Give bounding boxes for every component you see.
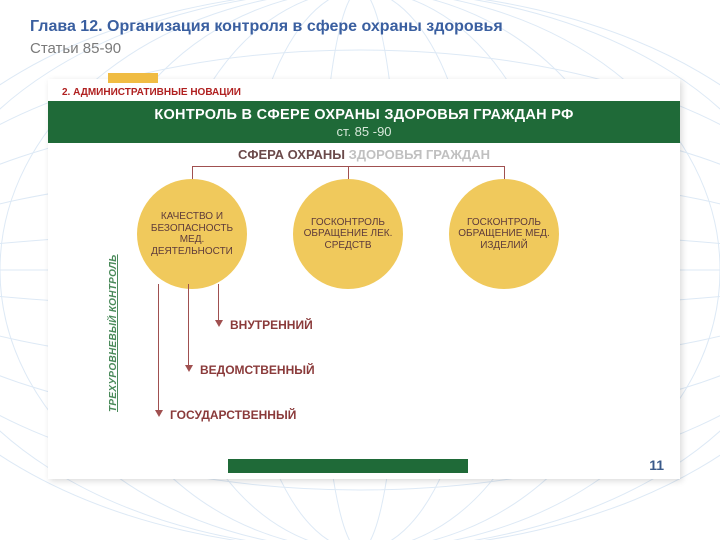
level-departmental: ВЕДОМСТВЕННЫЙ: [200, 363, 315, 377]
page-number: 11: [649, 457, 664, 473]
banner-line1: КОНТРОЛЬ В СФЕРЕ ОХРАНЫ ЗДОРОВЬЯ ГРАЖДАН…: [54, 107, 674, 123]
page-header: Глава 12. Организация контроля в сфере о…: [0, 0, 720, 65]
chapter-title: Глава 12. Организация контроля в сфере о…: [30, 18, 690, 36]
arrow-2: [188, 284, 189, 367]
arrow-3-head: [155, 410, 163, 417]
connector-drop-2: [348, 166, 349, 180]
sphere-label: СФЕРА ОХРАНЫ ЗДОРОВЬЯ ГРАЖДАН: [48, 147, 680, 162]
circle-devices-text: ГОСКОНТРОЛЬ ОБРАЩЕНИЕ МЕД. ИЗДЕЛИЙ: [457, 217, 551, 252]
circle-drugs: ГОСКОНТРОЛЬ ОБРАЩЕНИЕ ЛЕК. СРЕДСТВ: [293, 179, 403, 289]
footer-bar: [228, 459, 468, 473]
orange-tab: [108, 73, 158, 83]
arrow-3: [158, 284, 159, 412]
vertical-label: ТРЕХУРОВНЕВЫЙ КОНТРОЛЬ: [108, 272, 119, 412]
circle-quality-text: КАЧЕСТВО И БЕЗОПАСНОСТЬ МЕД. ДЕЯТЕЛЬНОСТ…: [145, 211, 239, 257]
arrow-1: [218, 284, 219, 322]
articles-range: Статьи 85-90: [30, 40, 690, 57]
title-banner: КОНТРОЛЬ В СФЕРЕ ОХРАНЫ ЗДОРОВЬЯ ГРАЖДАН…: [48, 101, 680, 143]
level-internal: ВНУТРЕННИЙ: [230, 318, 313, 332]
arrow-1-head: [215, 320, 223, 327]
connector-drop-3: [504, 166, 505, 180]
sphere-dark: СФЕРА ОХРАНЫ: [238, 147, 345, 162]
embedded-slide: 2. АДМИНИСТРАТИВНЫЕ НОВАЦИИ КОНТРОЛЬ В С…: [48, 79, 680, 479]
level-state: ГОСУДАРСТВЕННЫЙ: [170, 408, 296, 422]
arrow-2-head: [185, 365, 193, 372]
sphere-light: ЗДОРОВЬЯ ГРАЖДАН: [345, 147, 490, 162]
circle-quality: КАЧЕСТВО И БЕЗОПАСНОСТЬ МЕД. ДЕЯТЕЛЬНОСТ…: [137, 179, 247, 289]
circle-drugs-text: ГОСКОНТРОЛЬ ОБРАЩЕНИЕ ЛЕК. СРЕДСТВ: [301, 217, 395, 252]
connector-drop-1: [192, 166, 193, 180]
diagram-area: КАЧЕСТВО И БЕЗОПАСНОСТЬ МЕД. ДЕЯТЕЛЬНОСТ…: [48, 162, 680, 462]
circle-devices: ГОСКОНТРОЛЬ ОБРАЩЕНИЕ МЕД. ИЗДЕЛИЙ: [449, 179, 559, 289]
banner-line2: ст. 85 -90: [54, 124, 674, 139]
